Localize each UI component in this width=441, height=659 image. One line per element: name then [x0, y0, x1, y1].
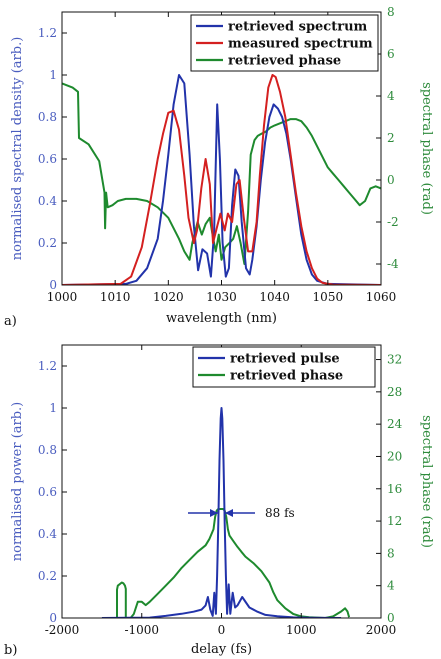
x-tick-label: 1000 [286, 623, 317, 637]
panel-b: -2000 -1000 0 1000 200000.20.40.60.811.20481… [4, 344, 434, 658]
y-left-tick-label: 0.2 [38, 236, 57, 250]
y-right-tick-label: 4 [387, 89, 395, 103]
x-tick-label: 1000 [47, 290, 78, 304]
arrowhead-icon [225, 509, 234, 517]
x-tick-label: 1050 [313, 290, 344, 304]
y-left-tick-label: 0.6 [38, 152, 57, 166]
y-right-tick-label: 0 [387, 611, 395, 625]
series-line-retrieved-phase [116, 508, 351, 618]
x-axis-label: delay (fs) [191, 642, 252, 657]
y-left-tick-label: 0.2 [38, 569, 57, 583]
y-right-axis-label: spectral phase (rad) [419, 415, 434, 548]
legend: retrieved spectrum measured spectrum retri… [190, 14, 379, 72]
series-line-measured-spectrum [62, 74, 381, 285]
y-left-tick-label: 1 [49, 68, 57, 82]
panel-a: 1000 1010 1020 1030 1040 1050 1060 0 0.2 0.4 0.6 0.… [4, 5, 434, 329]
y-left-axis-label: normalised spectral density (arb.) [10, 37, 25, 261]
y-left-tick-label: 1.2 [38, 359, 57, 373]
series-line-retrieved-phase [62, 82, 381, 265]
y-right-tick-label: 32 [387, 353, 402, 367]
y-right-tick-label: -4 [387, 257, 399, 271]
y-right-tick-label: -2 [387, 215, 399, 229]
y-left-tick-label: 0.8 [38, 110, 57, 124]
y-left-tick-label: 0 [49, 278, 57, 292]
x-tick-label: -1000 [124, 623, 159, 637]
y-left-axis-label: normalised power (arb.) [10, 402, 25, 562]
y-left-tick-label: 0.8 [38, 443, 57, 457]
x-tick-label: 1010 [100, 290, 131, 304]
fwhm-annotation: 88 fs [187, 506, 295, 520]
x-tick-label: 1060 [366, 290, 397, 304]
x-tick-label: 0 [218, 623, 226, 637]
x-tick-label: 1040 [259, 290, 290, 304]
y-right-tick-label: 28 [387, 385, 402, 399]
y-left-tick-label: 0.4 [38, 194, 57, 208]
legend-label: retrieved spectrum [228, 20, 368, 35]
legend-box [192, 346, 376, 388]
y-left-tick-label: 1 [49, 401, 57, 415]
legend-label: retrieved phase [230, 369, 343, 384]
y-right-tick-label: 0 [387, 173, 395, 187]
y-right-tick-label: 6 [387, 47, 395, 61]
y-right-tick-label: 16 [387, 482, 402, 496]
legend-label: retrieved pulse [230, 352, 340, 367]
series-line-retrieved-pulse [101, 407, 342, 618]
x-tick-label: -2000 [45, 623, 80, 637]
x-axis-label: wavelength (nm) [166, 311, 277, 326]
legend: retrieved pulse retrieved phase [192, 346, 376, 388]
legend-label: retrieved phase [228, 54, 341, 69]
panel-label: b) [4, 643, 17, 658]
x-tick-label: 2000 [366, 623, 397, 637]
x-tick-label: 1020 [153, 290, 184, 304]
plot-area [62, 74, 381, 285]
y-right-axis-label: spectral phase (rad) [419, 82, 434, 215]
y-right-tick-label: 2 [387, 131, 395, 145]
y-left-tick-label: 0.4 [38, 527, 57, 541]
x-tick-label: 1030 [206, 290, 237, 304]
y-right-tick-label: 4 [387, 579, 395, 593]
legend-label: measured spectrum [228, 37, 373, 52]
y-right-tick-label: 12 [387, 514, 402, 528]
y-left-tick-label: 0 [49, 611, 57, 625]
y-right-tick-label: 8 [387, 546, 395, 560]
y-left-tick-label: 0.6 [38, 485, 57, 499]
y-right-tick-label: 20 [387, 449, 402, 463]
arrowhead-icon [209, 509, 218, 517]
y-right-tick-label: 8 [387, 5, 395, 19]
panel-label: a) [4, 314, 17, 329]
y-left-tick-label: 1.2 [38, 26, 57, 40]
y-right-tick-label: 24 [387, 417, 403, 431]
fwhm-label: 88 fs [265, 506, 295, 520]
plot-area [101, 407, 351, 618]
